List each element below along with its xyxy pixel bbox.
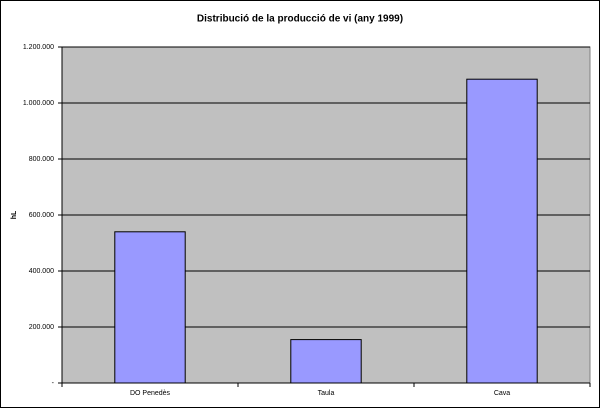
y-tick-label: 400.000 [29,268,54,275]
y-tick-label: 600.000 [29,212,54,219]
bar [466,78,538,384]
y-axis-label: hL [11,210,18,219]
y-tick-label: 1.200.000 [23,44,54,51]
y-tick-label: 200.000 [29,324,54,331]
y-tick-label: 800.000 [29,156,54,163]
bar [114,231,186,384]
y-tick-label: - [52,380,55,387]
y-tick-label: 1.000.000 [23,100,54,107]
chart-title: Distribució de la producció de vi (any 1… [197,14,403,25]
x-tick-label: DO Penedès [130,390,171,397]
x-tick-label: Cava [494,390,510,397]
bar [290,339,362,384]
x-tick-label: Taula [318,390,335,397]
